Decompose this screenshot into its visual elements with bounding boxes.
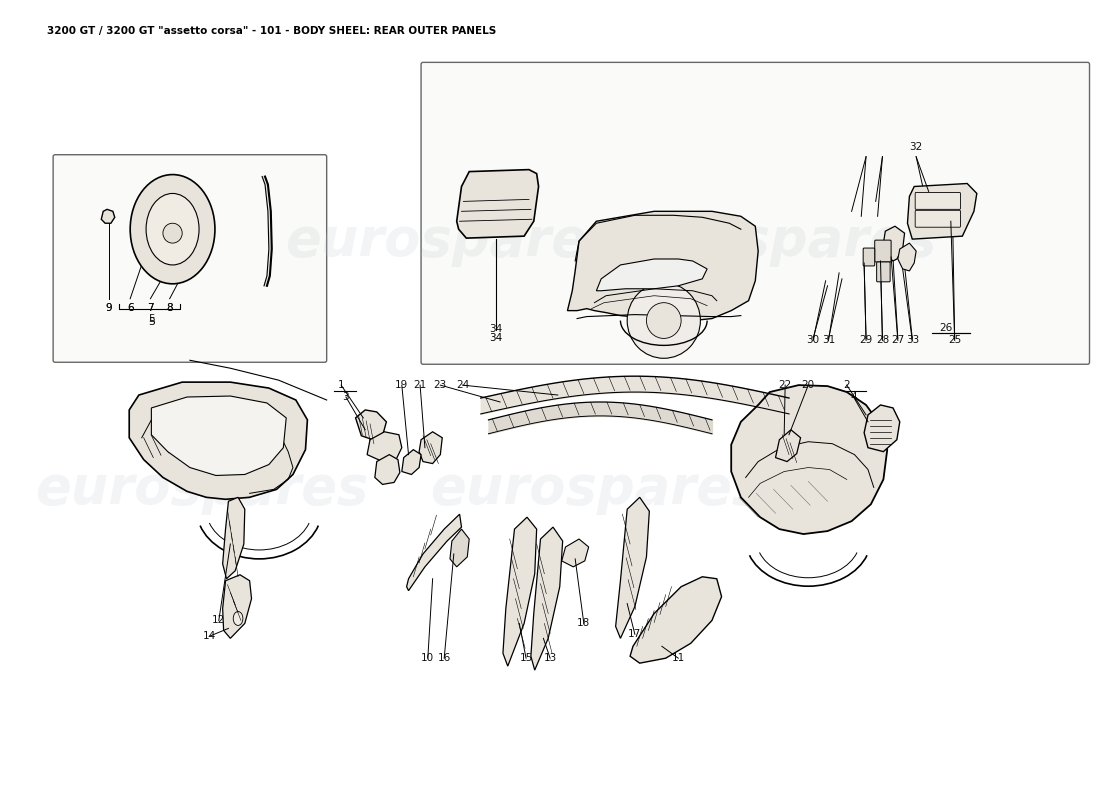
Polygon shape xyxy=(101,210,114,223)
Text: 17: 17 xyxy=(628,630,641,639)
Text: 27: 27 xyxy=(891,335,904,346)
Text: 32: 32 xyxy=(910,142,923,152)
Text: 6: 6 xyxy=(126,302,133,313)
Text: 31: 31 xyxy=(822,335,835,346)
Text: 14: 14 xyxy=(202,631,216,642)
Text: 29: 29 xyxy=(859,335,872,346)
Text: 8: 8 xyxy=(166,302,173,313)
FancyBboxPatch shape xyxy=(877,262,890,282)
Polygon shape xyxy=(630,577,722,663)
Ellipse shape xyxy=(130,174,214,284)
Text: eurospares: eurospares xyxy=(285,215,618,267)
FancyBboxPatch shape xyxy=(864,248,874,266)
Polygon shape xyxy=(129,382,307,499)
Polygon shape xyxy=(450,529,470,567)
Polygon shape xyxy=(865,405,900,452)
Polygon shape xyxy=(883,226,904,261)
FancyBboxPatch shape xyxy=(915,193,960,210)
Polygon shape xyxy=(402,450,421,474)
Text: 7: 7 xyxy=(147,302,154,313)
Text: 24: 24 xyxy=(455,380,469,390)
Text: 20: 20 xyxy=(802,380,815,390)
Text: 26: 26 xyxy=(939,322,953,333)
Text: 12: 12 xyxy=(212,615,226,626)
Polygon shape xyxy=(568,211,758,321)
Text: 18: 18 xyxy=(578,618,591,629)
Text: 2: 2 xyxy=(844,380,850,390)
Text: 25: 25 xyxy=(948,335,961,346)
Text: 8: 8 xyxy=(166,302,173,313)
Text: eurospares: eurospares xyxy=(430,463,763,515)
FancyBboxPatch shape xyxy=(874,240,891,262)
Polygon shape xyxy=(562,539,588,567)
Polygon shape xyxy=(898,243,916,271)
Ellipse shape xyxy=(233,611,243,626)
Text: 6: 6 xyxy=(126,302,133,313)
Polygon shape xyxy=(776,430,801,462)
Polygon shape xyxy=(908,183,977,239)
Text: 16: 16 xyxy=(438,653,451,663)
Ellipse shape xyxy=(146,194,199,265)
Polygon shape xyxy=(222,574,252,638)
Polygon shape xyxy=(355,410,386,440)
Polygon shape xyxy=(367,432,402,462)
Polygon shape xyxy=(152,396,286,475)
Polygon shape xyxy=(503,517,537,666)
Polygon shape xyxy=(407,514,462,590)
Text: 15: 15 xyxy=(519,653,532,663)
Text: 19: 19 xyxy=(395,380,408,390)
Polygon shape xyxy=(262,177,272,286)
Text: 33: 33 xyxy=(905,335,918,346)
Text: 9: 9 xyxy=(106,302,112,313)
Text: eurospares: eurospares xyxy=(603,215,936,267)
Text: 4: 4 xyxy=(850,392,857,402)
Polygon shape xyxy=(732,385,888,534)
Text: eurospares: eurospares xyxy=(35,463,369,515)
Text: 10: 10 xyxy=(421,653,434,663)
FancyBboxPatch shape xyxy=(53,154,327,362)
Text: 7: 7 xyxy=(147,302,154,313)
Polygon shape xyxy=(596,259,707,290)
Text: 3: 3 xyxy=(342,392,349,402)
Circle shape xyxy=(163,223,183,243)
Polygon shape xyxy=(222,498,245,578)
Text: 13: 13 xyxy=(543,653,557,663)
Polygon shape xyxy=(531,527,563,670)
Text: 9: 9 xyxy=(106,302,112,313)
Polygon shape xyxy=(375,454,400,485)
Polygon shape xyxy=(456,170,539,238)
Circle shape xyxy=(647,302,681,338)
Polygon shape xyxy=(419,432,442,463)
Text: 34: 34 xyxy=(490,334,503,343)
Text: 5: 5 xyxy=(147,317,155,326)
Text: 11: 11 xyxy=(672,653,685,663)
Circle shape xyxy=(627,283,701,358)
Text: 21: 21 xyxy=(414,380,427,390)
Text: 1: 1 xyxy=(338,380,344,390)
Text: 30: 30 xyxy=(806,335,820,346)
Polygon shape xyxy=(616,498,649,638)
Text: 28: 28 xyxy=(876,335,889,346)
Text: 34: 34 xyxy=(490,323,503,334)
Text: 23: 23 xyxy=(433,380,447,390)
Text: 22: 22 xyxy=(779,380,792,390)
Text: 5: 5 xyxy=(148,314,155,323)
FancyBboxPatch shape xyxy=(421,62,1089,364)
FancyBboxPatch shape xyxy=(915,210,960,227)
Text: 3200 GT / 3200 GT "assetto corsa" - 101 - BODY SHEEL: REAR OUTER PANELS: 3200 GT / 3200 GT "assetto corsa" - 101 … xyxy=(47,26,496,35)
